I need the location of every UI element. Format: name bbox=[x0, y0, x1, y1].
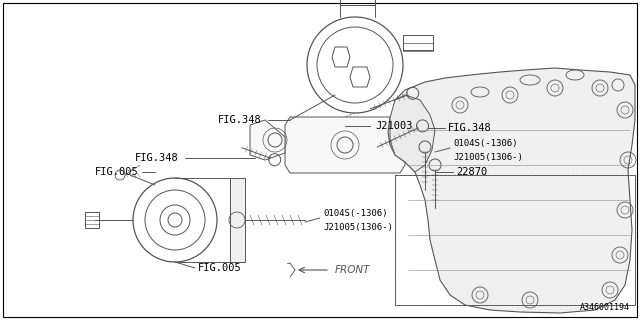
Text: FRONT: FRONT bbox=[335, 265, 371, 275]
Ellipse shape bbox=[471, 87, 489, 97]
Polygon shape bbox=[250, 120, 285, 160]
Text: FIG.348: FIG.348 bbox=[135, 153, 179, 163]
Polygon shape bbox=[285, 117, 405, 173]
Polygon shape bbox=[405, 120, 440, 160]
Text: J21003: J21003 bbox=[375, 121, 413, 131]
Text: FIG.348: FIG.348 bbox=[218, 115, 262, 125]
Text: 22870: 22870 bbox=[456, 167, 487, 177]
Polygon shape bbox=[388, 68, 635, 313]
Bar bbox=[403, 35, 433, 50]
Text: 0104S(-1306): 0104S(-1306) bbox=[323, 209, 387, 218]
Text: FIG.005: FIG.005 bbox=[95, 167, 139, 177]
Bar bbox=[85, 212, 99, 228]
Bar bbox=[340, 0, 375, 5]
Bar bbox=[395, 175, 635, 305]
Polygon shape bbox=[390, 95, 435, 172]
Ellipse shape bbox=[612, 79, 624, 91]
Text: J21005(1306-): J21005(1306-) bbox=[453, 153, 523, 162]
Bar bbox=[403, 43, 433, 51]
Bar bbox=[395, 175, 635, 305]
Text: A346001194: A346001194 bbox=[580, 303, 630, 312]
Ellipse shape bbox=[566, 70, 584, 80]
Text: FIG.348: FIG.348 bbox=[448, 123, 492, 133]
Text: J21005(1306-): J21005(1306-) bbox=[323, 222, 393, 231]
Text: 0104S(-1306): 0104S(-1306) bbox=[453, 139, 518, 148]
Text: FIG.005: FIG.005 bbox=[198, 263, 242, 273]
Polygon shape bbox=[230, 178, 245, 262]
Ellipse shape bbox=[520, 75, 540, 85]
